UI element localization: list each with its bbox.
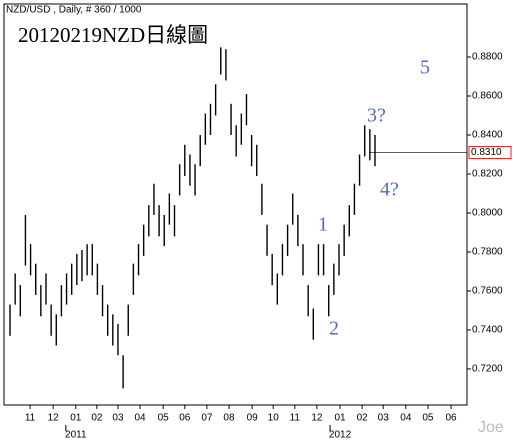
y-tick-label: 0.8200 bbox=[472, 169, 503, 180]
year-label: 2011 bbox=[65, 430, 87, 441]
x-tick-label: 01 bbox=[334, 413, 346, 424]
y-tick-label: 0.7400 bbox=[472, 325, 503, 336]
x-tick-label: 12 bbox=[48, 413, 60, 424]
chart-header: NZD/USD , Daily, # 360 / 1000 bbox=[6, 5, 142, 16]
x-tick-label: 08 bbox=[223, 413, 235, 424]
wave-label: 1 bbox=[318, 214, 328, 236]
wave-label: 3? bbox=[367, 105, 386, 127]
y-tick-label: 0.7600 bbox=[472, 286, 503, 297]
y-tick-label: 0.8800 bbox=[472, 52, 503, 63]
x-tick-label: 04 bbox=[400, 413, 412, 424]
plot-frame bbox=[3, 3, 468, 406]
x-tick-label: 01 bbox=[70, 413, 82, 424]
x-tick-label: 05 bbox=[422, 413, 434, 424]
wave-label: 5 bbox=[420, 57, 430, 79]
x-tick-label: 11 bbox=[290, 413, 301, 424]
y-tick-label: 0.8600 bbox=[472, 91, 503, 102]
x-tick-label: 09 bbox=[247, 413, 259, 424]
x-tick-label: 05 bbox=[158, 413, 170, 424]
y-tick-label: 0.8400 bbox=[472, 130, 503, 141]
x-tick-label: 07 bbox=[201, 413, 213, 424]
y-tick-label: 0.7200 bbox=[472, 364, 503, 375]
chart-title: 20120219NZD日線圖 bbox=[18, 23, 208, 47]
y-tick-label: 0.7800 bbox=[472, 247, 503, 258]
wave-label: 4? bbox=[380, 179, 399, 201]
current-price-box bbox=[468, 146, 512, 160]
x-tick-label: 10 bbox=[268, 413, 280, 424]
x-tick-label: 04 bbox=[135, 413, 147, 424]
year-label: 2012 bbox=[329, 430, 352, 441]
x-tick-label: 12 bbox=[311, 413, 323, 424]
wave-label: 2 bbox=[329, 318, 339, 340]
x-tick-label: 03 bbox=[378, 413, 390, 424]
x-tick-label: 02 bbox=[91, 413, 103, 424]
x-tick-label: 06 bbox=[446, 413, 458, 424]
x-tick-label: 03 bbox=[112, 413, 124, 424]
watermark: Joe bbox=[478, 419, 504, 436]
x-tick-label: 02 bbox=[357, 413, 369, 424]
current-price-label: 0.8310 bbox=[471, 147, 502, 158]
y-tick-label: 0.8000 bbox=[472, 208, 503, 219]
x-tick-label: 11 bbox=[25, 413, 36, 424]
x-tick-label: 06 bbox=[179, 413, 191, 424]
